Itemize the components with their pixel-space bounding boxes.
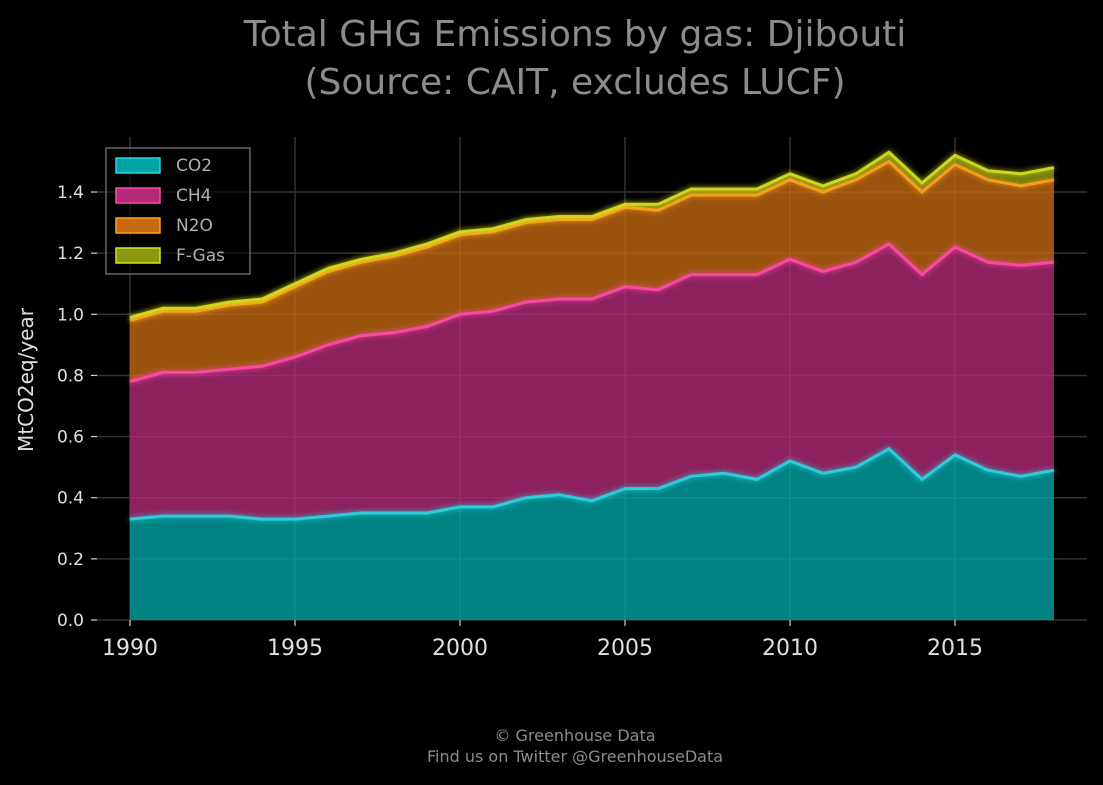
x-tick-label: 1995	[267, 636, 323, 661]
y-tick-label: 0.6	[57, 428, 84, 448]
y-tick-label: 0.0	[57, 611, 84, 631]
legend: CO2 CH4 N2O F-Gas	[105, 147, 251, 275]
legend-swatch-co2	[115, 157, 161, 174]
x-tick-label: 2010	[762, 636, 818, 661]
x-tick-label: 2015	[927, 636, 983, 661]
area-ch4	[130, 244, 1054, 520]
footer-copyright: © Greenhouse Data	[494, 726, 655, 745]
legend-label: F-Gas	[176, 246, 225, 266]
series-lines	[129, 150, 1055, 521]
area-co2	[130, 448, 1054, 620]
chart-title-line-2: (Source: CAIT, excludes LUCF)	[304, 62, 845, 103]
legend-swatch-n2o	[115, 217, 161, 234]
stacked-areas	[130, 152, 1054, 620]
chart-title-line-1: Total GHG Emissions by gas: Djibouti	[243, 14, 907, 55]
area-n2o	[130, 161, 1054, 382]
line-n2o	[129, 159, 1055, 322]
line-f-gas	[129, 150, 1055, 319]
x-tick-label: 2000	[432, 636, 488, 661]
axes: 0.0 0.2 0.4 0.6 0.8 1.0 1.2 1.4 1990 1995 2000 2005…	[57, 183, 983, 661]
y-tick-label: 1.2	[57, 244, 84, 264]
legend-label: N2O	[176, 216, 213, 236]
y-tick-label: 1.0	[57, 305, 84, 325]
y-tick-label: 0.2	[57, 550, 84, 570]
y-axis-label: MtCO2eq/year	[14, 307, 38, 452]
y-tick-label: 1.4	[57, 183, 84, 203]
x-tick-label: 1990	[102, 636, 158, 661]
legend-swatch-f-gas	[115, 247, 161, 264]
line-ch4	[129, 242, 1055, 384]
legend-swatch-ch4	[115, 187, 161, 204]
y-tick-label: 0.4	[57, 489, 84, 509]
x-tick-label: 2005	[597, 636, 653, 661]
line-co2	[129, 446, 1055, 521]
footer-twitter: Find us on Twitter @GreenhouseData	[427, 747, 723, 766]
legend-label: CH4	[176, 186, 211, 206]
y-tick-label: 0.8	[57, 366, 84, 386]
legend-label: CO2	[176, 156, 212, 176]
